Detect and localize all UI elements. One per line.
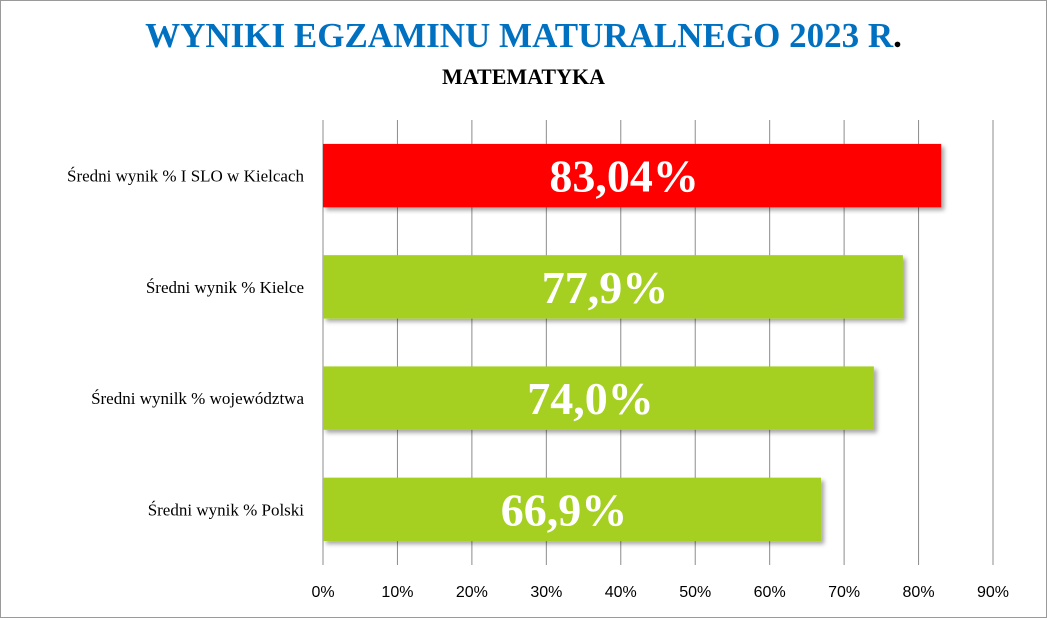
bar xyxy=(323,366,874,430)
data-label: 83,04% xyxy=(549,151,699,202)
x-tick-label: 0% xyxy=(311,584,334,601)
bar xyxy=(323,255,903,319)
chart-title: WYNIKI EGZAMINU MATURALNEGO 2023 R. xyxy=(0,14,1047,58)
chart-title-dot: . xyxy=(893,16,902,55)
chart-title-text: WYNIKI EGZAMINU MATURALNEGO 2023 R xyxy=(145,16,894,55)
x-tick-label: 50% xyxy=(679,584,711,601)
data-label: 66,9% xyxy=(501,484,628,535)
x-tick-label: 20% xyxy=(456,584,488,601)
x-axis-tick-labels: 0% 10% 20% 30% 40% 50% 60% 70% 80% 90% xyxy=(311,584,1009,601)
chart-subtitle: MATEMATYKA xyxy=(442,64,605,89)
category-label: Średni wynik % Kielce xyxy=(146,278,304,297)
x-tick-label: 80% xyxy=(903,584,935,601)
data-labels: 83,04% 77,9% 74,0% 66,9% xyxy=(501,151,699,536)
x-tick-label: 30% xyxy=(530,584,562,601)
category-label: Średni wynik % I SLO w Kielcach xyxy=(67,167,305,186)
x-tick-label: 40% xyxy=(605,584,637,601)
category-labels: Średni wynik % I SLO w Kielcach Średni wy… xyxy=(67,167,305,520)
x-tick-label: 10% xyxy=(381,584,413,601)
data-label: 77,9% xyxy=(542,262,669,313)
bar xyxy=(323,477,822,542)
bars xyxy=(323,143,942,542)
x-tick-label: 70% xyxy=(828,584,860,601)
data-label: 74,0% xyxy=(527,373,654,424)
bar xyxy=(323,143,942,208)
x-tick-label: 90% xyxy=(977,584,1009,601)
category-label: Średni wynik % Polski xyxy=(148,500,305,519)
category-label: Średni wynilk % województwa xyxy=(91,389,304,408)
x-tick-label: 60% xyxy=(754,584,786,601)
